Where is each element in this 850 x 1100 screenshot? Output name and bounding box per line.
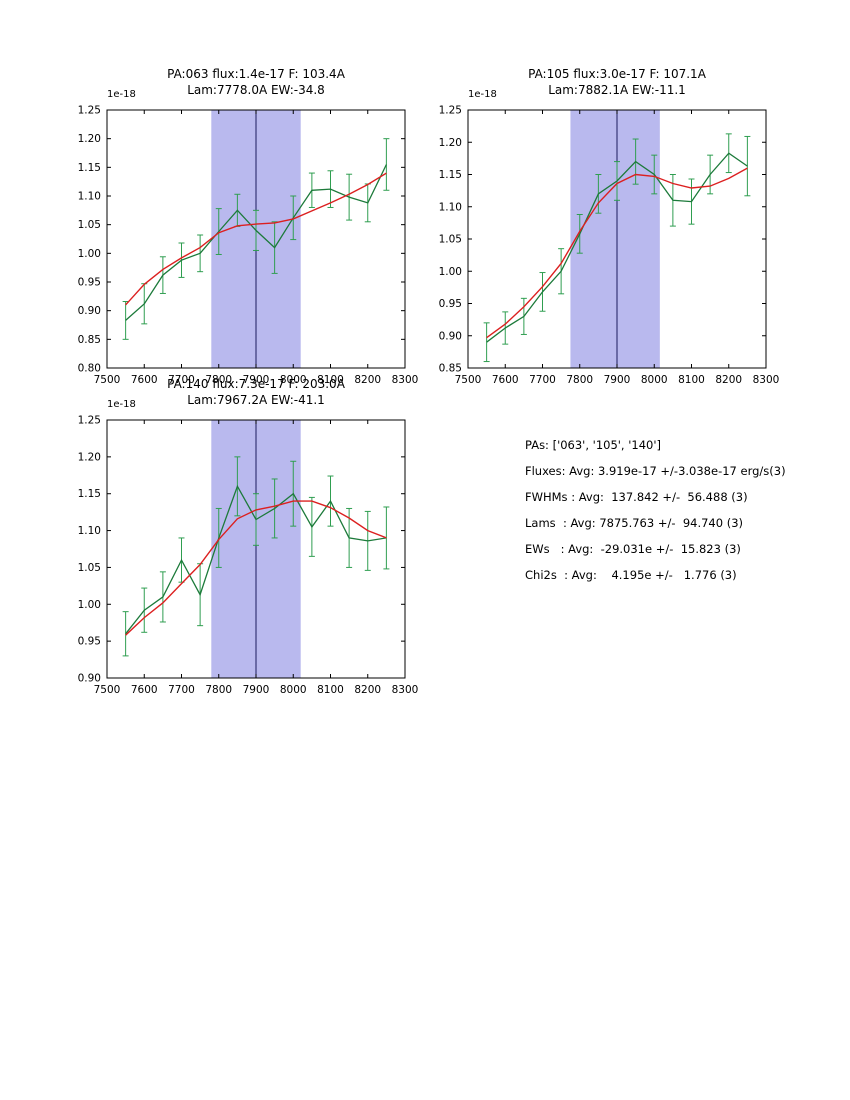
error-bars — [483, 133, 751, 363]
chart-title-line1: PA:063 flux:1.4e-17 F: 103.4A — [167, 67, 345, 81]
stats-line-fluxes: Fluxes: Avg: 3.919e-17 +/-3.038e-17 erg/… — [525, 464, 786, 478]
plot-area-svg: 7500 7600 7700 7800 7900 8000 8100 8200 83000.80… — [78, 105, 419, 387]
chart-title: PA:063 flux:1.4e-17 F: 103.4A Lam:7778.0… — [107, 66, 405, 98]
x-axis: 7500 7600 7700 7800 7900 8000 8100 8200 8300 — [94, 110, 419, 386]
chart-pa105: PA:105 flux:3.0e-17 F: 107.1A Lam:7882.1… — [418, 66, 780, 402]
y-axis: 0.80 0.85 0.90 0.95 1.00 1.05 1.10 1.15 1.20 1.25 — [78, 105, 405, 375]
fit-line — [125, 500, 387, 636]
spectrum-line — [125, 164, 387, 321]
x-tick-label: 8300 — [392, 374, 419, 386]
y-tick-label: 0.90 — [439, 330, 462, 342]
fit-line — [486, 167, 748, 339]
x-tick-label: 7700 — [529, 374, 556, 386]
x-axis: 7500 7600 7700 7800 7900 8000 8100 8200 8300 — [94, 420, 419, 696]
x-tick-label: 7900 — [604, 374, 631, 386]
shaded-band — [570, 110, 660, 368]
plot-area-svg: 7500 7600 7700 7800 7900 8000 8100 8200 83000.85… — [439, 105, 780, 387]
stats-line-ews: EWs : Avg: -29.031e +/- 15.823 (3) — [525, 542, 741, 556]
stats-line-fwhms: FWHMs : Avg: 137.842 +/- 56.488 (3) — [525, 490, 748, 504]
y-axis: 0.90 0.95 1.00 1.05 1.10 1.15 1.20 1.25 — [78, 415, 405, 685]
chart-title-line2: Lam:7967.2A EW:-41.1 — [187, 393, 325, 407]
x-tick-label: 8000 — [641, 374, 668, 386]
y-axis-offset-label: 1e-18 — [107, 399, 136, 410]
x-tick-label: 7800 — [205, 684, 232, 696]
spectrum-line — [486, 152, 748, 343]
x-tick-label: 7700 — [168, 684, 195, 696]
x-tick-label: 8200 — [354, 374, 381, 386]
plot-area-svg: 7500 7600 7700 7800 7900 8000 8100 8200 83000.90… — [78, 415, 419, 697]
chart-title-line2: Lam:7882.1A EW:-11.1 — [548, 83, 686, 97]
y-tick-label: 1.10 — [78, 525, 101, 537]
chart-pa140: PA:140 flux:7.3e-17 F: 203.0A Lam:7967.2… — [57, 376, 419, 712]
x-tick-label: 7800 — [566, 374, 593, 386]
x-tick-label: 7600 — [492, 374, 519, 386]
chart-title: PA:140 flux:7.3e-17 F: 203.0A Lam:7967.2… — [107, 376, 405, 408]
y-tick-label: 1.05 — [78, 562, 101, 574]
y-tick-label: 0.90 — [78, 673, 101, 685]
y-tick-label: 1.00 — [439, 266, 462, 278]
y-tick-label: 1.15 — [439, 169, 462, 181]
y-tick-label: 1.20 — [439, 137, 462, 149]
x-tick-label: 8000 — [280, 374, 307, 386]
x-tick-label: 8100 — [317, 374, 344, 386]
y-tick-label: 1.25 — [78, 415, 101, 427]
chart-title: PA:105 flux:3.0e-17 F: 107.1A Lam:7882.1… — [468, 66, 766, 98]
x-tick-label: 7500 — [455, 374, 482, 386]
y-tick-label: 0.95 — [439, 298, 462, 310]
spectrum-line — [125, 484, 387, 635]
x-tick-label: 8100 — [678, 374, 705, 386]
y-tick-label: 0.85 — [78, 334, 101, 346]
y-tick-label: 1.15 — [78, 162, 101, 174]
y-tick-label: 1.00 — [78, 599, 101, 611]
chart-title-line2: Lam:7778.0A EW:-34.8 — [187, 83, 325, 97]
y-tick-label: 0.90 — [78, 305, 101, 317]
x-tick-label: 7600 — [131, 684, 158, 696]
y-axis-offset-label: 1e-18 — [107, 89, 136, 100]
chart-pa063: PA:063 flux:1.4e-17 F: 103.4A Lam:7778.0… — [57, 66, 419, 402]
stats-line-lams: Lams : Avg: 7875.763 +/- 94.740 (3) — [525, 516, 744, 530]
y-tick-label: 0.95 — [78, 636, 101, 648]
y-axis: 0.85 0.90 0.95 1.00 1.05 1.10 1.15 1.20 1.25 — [439, 105, 766, 375]
x-tick-label: 7500 — [94, 374, 121, 386]
summary-stats: PAs: ['063', '105', '140'] Fluxes: Avg: … — [525, 432, 786, 588]
stats-line-chi2s: Chi2s : Avg: 4.195e +/- 1.776 (3) — [525, 568, 737, 582]
y-tick-label: 1.00 — [78, 248, 101, 260]
y-tick-label: 0.95 — [78, 277, 101, 289]
x-tick-label: 7600 — [131, 374, 158, 386]
x-tick-label: 8200 — [354, 684, 381, 696]
y-tick-label: 1.10 — [78, 191, 101, 203]
y-tick-label: 1.15 — [78, 488, 101, 500]
x-tick-label: 7800 — [205, 374, 232, 386]
x-tick-label: 8300 — [753, 374, 780, 386]
y-tick-label: 1.05 — [439, 234, 462, 246]
x-tick-label: 8300 — [392, 684, 419, 696]
chart-title-line1: PA:140 flux:7.3e-17 F: 203.0A — [167, 377, 345, 391]
x-tick-label: 8100 — [317, 684, 344, 696]
y-tick-label: 1.25 — [78, 105, 101, 117]
y-tick-label: 1.10 — [439, 201, 462, 213]
x-tick-label: 8200 — [715, 374, 742, 386]
y-tick-label: 0.85 — [439, 363, 462, 375]
x-tick-label: 7900 — [243, 684, 270, 696]
y-tick-label: 0.80 — [78, 363, 101, 375]
x-axis: 7500 7600 7700 7800 7900 8000 8100 8200 8300 — [455, 110, 780, 386]
stats-line-pas: PAs: ['063', '105', '140'] — [525, 438, 662, 452]
fit-line — [125, 172, 387, 306]
y-tick-label: 1.20 — [78, 451, 101, 463]
chart-title-line1: PA:105 flux:3.0e-17 F: 107.1A — [528, 67, 706, 81]
x-tick-label: 7700 — [168, 374, 195, 386]
y-tick-label: 1.20 — [78, 133, 101, 145]
y-axis-offset-label: 1e-18 — [468, 89, 497, 100]
y-tick-label: 1.05 — [78, 219, 101, 231]
x-tick-label: 7500 — [94, 684, 121, 696]
x-tick-label: 8000 — [280, 684, 307, 696]
y-tick-label: 1.25 — [439, 105, 462, 117]
x-tick-label: 7900 — [243, 374, 270, 386]
